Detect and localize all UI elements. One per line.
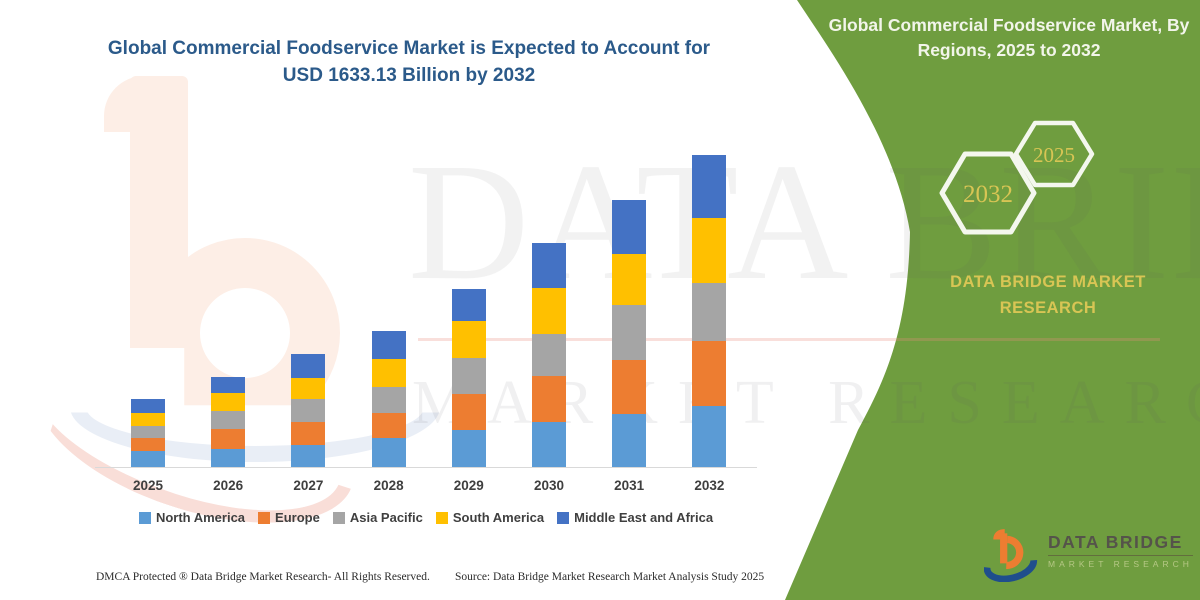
bar-segment-2032-north-america (692, 405, 727, 467)
bar-segment-2027-europe (291, 422, 326, 445)
bar-segment-2027-asia-pacific (291, 399, 326, 423)
panel-brand-text: DATA BRIDGE MARKET RESEARCH (950, 273, 1146, 317)
hexagon-2025-label: 2025 (1033, 143, 1075, 167)
chart-legend: North America Europe Asia Pacific South Ame… (95, 510, 757, 525)
legend-label: Asia Pacific (349, 510, 423, 525)
legend-item-north-america: North America (138, 510, 246, 525)
bar-segment-2032-south-america (692, 218, 727, 283)
bar-segment-2025-north-america (131, 451, 165, 467)
bar-segment-2032-europe (692, 340, 727, 406)
bar-segment-2029-asia-pacific (451, 357, 486, 395)
x-axis-line (95, 467, 757, 468)
bar-segment-2026-europe (211, 429, 246, 450)
legend-label: Europe (275, 510, 320, 525)
bar-segment-2029-europe (451, 394, 486, 431)
bar-segment-2032-middle-east-and-africa (692, 155, 727, 219)
bar-segment-2030-north-america (532, 421, 566, 467)
bar-segment-2027-middle-east-and-africa (291, 353, 326, 378)
hexagon-2025 (1013, 120, 1095, 188)
legend-swatch-icon (258, 511, 271, 524)
bar-segment-2031-south-america (612, 253, 647, 306)
bar-segment-2026-south-america (211, 392, 246, 412)
bar-segment-2031-north-america (612, 413, 647, 467)
bar-segment-2029-middle-east-and-africa (451, 288, 486, 322)
bar-segment-2030-asia-pacific (532, 334, 566, 377)
legend-item-south-america: South America (435, 510, 545, 525)
bar-segment-2027-north-america (291, 444, 326, 467)
hexagon-2032-label: 2032 (963, 181, 1013, 208)
hexagon-2032 (939, 151, 1037, 235)
brand-logo-icon (984, 529, 1038, 582)
bar-segment-2029-north-america (451, 430, 486, 467)
watermark-b-stem (130, 76, 188, 348)
legend-item-europe: Europe (258, 510, 320, 525)
bar-segment-2030-middle-east-and-africa (532, 242, 566, 288)
source-text: Source: Data Bridge Market Research Mark… (455, 571, 765, 583)
legend-label: Middle East and Africa (574, 510, 714, 525)
bar-segment-2028-europe (371, 412, 406, 438)
bar-segment-2028-north-america (371, 437, 406, 467)
legend-swatch-icon (138, 511, 151, 524)
chart-title: Global Commercial Foodservice Market is … (107, 38, 711, 86)
legend-label: South America (452, 510, 545, 525)
bar-segment-2028-middle-east-and-africa (371, 331, 406, 359)
bar-segment-2031-middle-east-and-africa (612, 200, 647, 254)
bar-segment-2025-south-america (131, 413, 165, 426)
bar-segment-2026-middle-east-and-africa (211, 377, 246, 393)
bar-segment-2025-europe (131, 437, 165, 452)
brand-logo-name: DATA BRIDGE (1048, 532, 1193, 556)
legend-label: North America (155, 510, 246, 525)
bar-segment-2026-asia-pacific (211, 411, 246, 429)
bar-segment-2032-asia-pacific (692, 282, 727, 341)
brand-logo: DATA BRIDGE MARKET RESEARCH (984, 524, 1194, 586)
dmca-text: DMCA Protected ® Data Bridge Market Rese… (96, 571, 430, 583)
bar-segment-2031-asia-pacific (612, 305, 647, 361)
watermark-underline (418, 338, 1160, 341)
bar-segment-2027-south-america (291, 377, 326, 400)
panel-title: Global Commercial Foodservice Market, By… (828, 15, 1190, 61)
x-axis-label-2029: 2029 (453, 478, 484, 493)
legend-swatch-icon (332, 511, 345, 524)
bar-segment-2026-north-america (211, 449, 246, 467)
bar-segment-2031-europe (612, 360, 647, 414)
bar-segment-2029-south-america (451, 321, 486, 358)
brand-logo-subtitle: MARKET RESEARCH (1048, 559, 1193, 569)
bar-segment-2028-asia-pacific (371, 386, 406, 413)
stacked-bar-plot (95, 137, 757, 467)
x-axis-label-2025: 2025 (132, 478, 164, 493)
x-axis-label-2030: 2030 (533, 478, 565, 493)
green-panel-shape (785, 0, 1200, 600)
x-axis-label-2026: 2026 (213, 478, 244, 493)
x-axis-label-2031: 2031 (614, 478, 645, 493)
bar-segment-2025-middle-east-and-africa (131, 399, 165, 414)
bar-segment-2030-south-america (532, 288, 566, 335)
bar-segment-2030-europe (532, 376, 566, 422)
x-axis-label-2032: 2032 (694, 478, 725, 493)
x-axis-label-2028: 2028 (373, 478, 404, 493)
legend-item-asia-pacific: Asia Pacific (332, 510, 423, 525)
legend-swatch-icon (435, 511, 448, 524)
legend-item-middle-east-and-africa: Middle East and Africa (557, 510, 713, 525)
bar-segment-2025-asia-pacific (131, 425, 165, 438)
bar-segment-2028-south-america (371, 358, 406, 387)
x-axis-label-2027: 2027 (293, 478, 324, 493)
legend-swatch-icon (557, 511, 570, 524)
